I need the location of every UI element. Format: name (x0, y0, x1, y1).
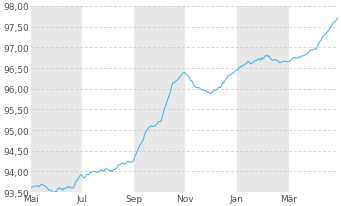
Bar (31, 7, 81, 192)
Bar (134, 7, 185, 192)
Bar (237, 7, 289, 192)
